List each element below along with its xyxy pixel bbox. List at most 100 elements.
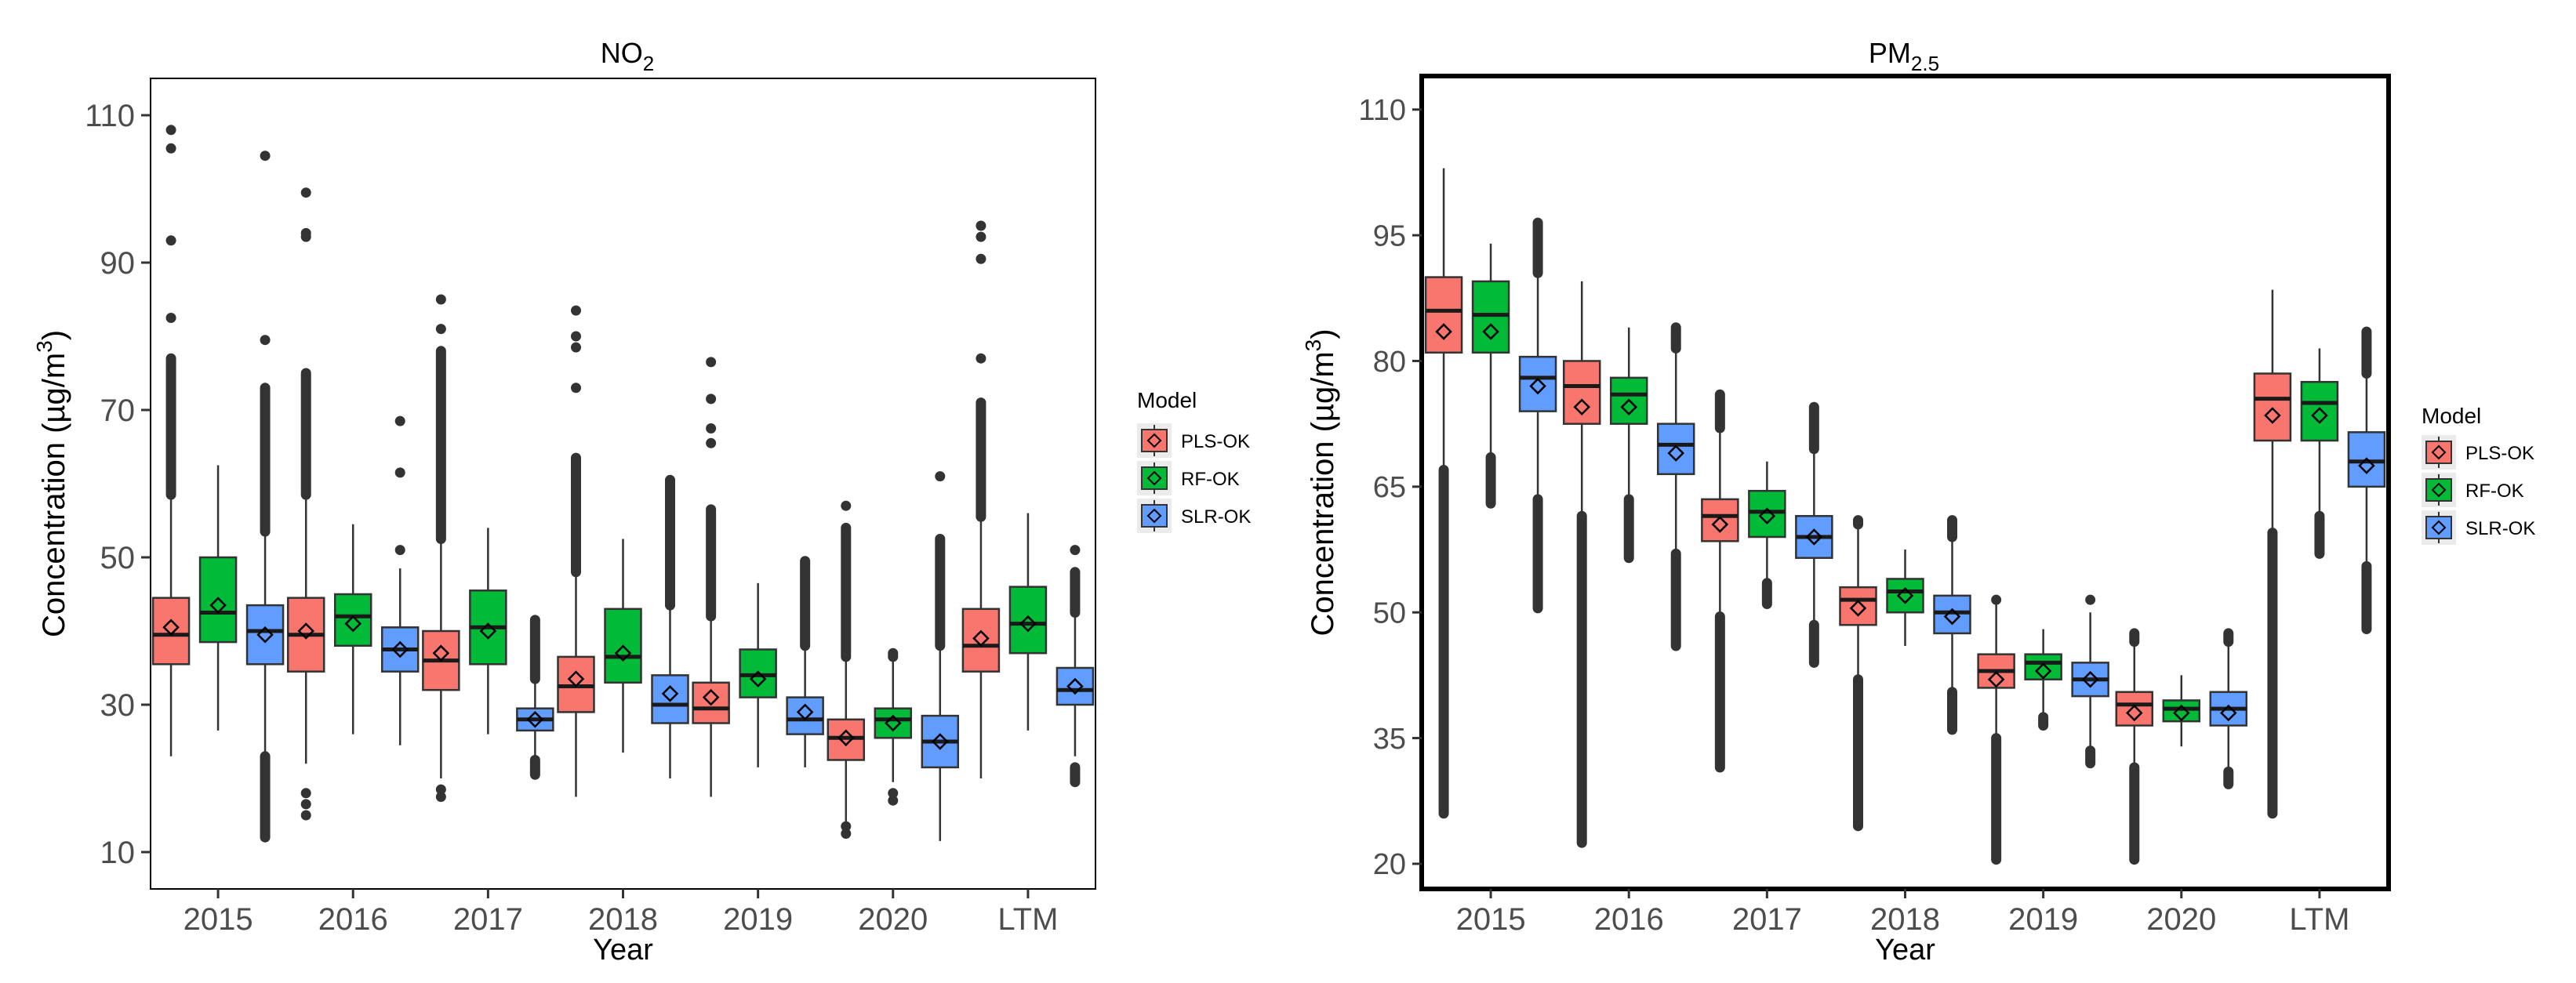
legend: Model PLS-OK RF-OK SLR-OK (1137, 388, 1251, 533)
legend-item-PLS-OK: PLS-OK (2422, 435, 2534, 470)
y-tick-label: 95 (1373, 219, 1406, 252)
legend-key-mean (2431, 482, 2447, 498)
outlier-point (2085, 594, 2096, 605)
legend-label: RF-OK (2465, 481, 2524, 502)
box-PLS-OK-LTM (2253, 289, 2292, 819)
mean-marker (2358, 457, 2375, 474)
outlier-point (435, 784, 446, 795)
legend-label: SLR-OK (2465, 518, 2535, 539)
box-iqr (1701, 498, 1739, 542)
outlier-point (888, 788, 899, 799)
legend-item-SLR-OK: SLR-OK (1137, 499, 1251, 533)
mean-marker (702, 688, 720, 706)
mean-marker (344, 615, 362, 633)
mean-marker (2034, 662, 2052, 680)
box-iqr (2024, 653, 2062, 680)
outlier-point (888, 795, 899, 806)
legend-key-box (2425, 441, 2452, 464)
y-tick-label: 10 (100, 836, 136, 870)
outlier-point (435, 324, 446, 335)
outlier-point (1991, 594, 2002, 605)
chart-title: NO2 (601, 37, 654, 75)
x-tick-label: 2017 (1732, 902, 1802, 937)
y-tick-label: 110 (85, 99, 135, 133)
outlier-point (300, 810, 311, 821)
outlier-point (165, 143, 176, 154)
mean-marker (1573, 398, 1590, 416)
outlier-point (165, 313, 176, 323)
outlier-point (300, 187, 311, 198)
outlier-point (706, 437, 717, 448)
legend-item-SLR-OK: SLR-OK (2422, 510, 2535, 545)
outlier-point (571, 331, 581, 342)
x-axis-title: Year (1875, 934, 1935, 967)
legend-key-mean (1146, 508, 1162, 524)
legend-key-mean (1146, 470, 1162, 486)
box-iqr (1008, 586, 1048, 655)
legend-label: PLS-OK (2465, 443, 2534, 464)
box-iqr (1748, 489, 1786, 539)
mean-marker (162, 618, 180, 637)
box-SLR-OK-LTM (2347, 326, 2386, 635)
box-PLS-OK-LTM (961, 220, 1001, 778)
mean-marker (1482, 323, 1499, 340)
x-tick-label: 2015 (183, 902, 253, 937)
outlier-point (1070, 545, 1081, 556)
legend-key-box (2425, 516, 2452, 539)
mean-marker (885, 714, 902, 732)
legend-key-mean (1146, 433, 1162, 448)
box-iqr (151, 597, 191, 666)
outlier-point (571, 383, 581, 394)
box-PLS-OK-2019 (1977, 594, 2015, 865)
mean-marker (2220, 704, 2237, 722)
x-tick-label: 2020 (858, 902, 928, 937)
box-SLR-OK-2016 (1656, 322, 1695, 651)
box-PLS-OK-2018 (1839, 515, 1877, 832)
outlier-point (976, 353, 986, 364)
mean-marker (1805, 528, 1823, 546)
box-PLS-OK-2015 (1424, 168, 1463, 819)
box-SLR-OK-2020 (921, 471, 960, 841)
mean-marker (837, 729, 855, 747)
outlier-point (165, 125, 176, 136)
mean-marker (479, 622, 497, 640)
box-RF-OK-2020 (2162, 675, 2201, 747)
mean-marker (1987, 670, 2005, 688)
y-tick-label: 20 (1373, 848, 1406, 881)
outlier-point (300, 227, 311, 238)
legend-label: PLS-OK (1181, 431, 1250, 452)
box-iqr (333, 593, 372, 647)
box-iqr (1471, 280, 1510, 354)
box-SLR-OK-2020 (2209, 628, 2248, 789)
outlier-point (165, 235, 176, 246)
y-axis-title: Concentration (µg/m3) (1301, 328, 1340, 636)
box-iqr (2347, 431, 2386, 488)
box-RF-OK-2018 (1886, 550, 1924, 646)
box-PLS-OK-2015 (151, 125, 191, 756)
legend-title: Model (1137, 388, 1197, 412)
box-RF-OK-2017 (1748, 461, 1786, 610)
box-iqr (1839, 586, 1877, 626)
y-tick-label: 80 (1373, 346, 1406, 379)
mean-marker (1711, 516, 1729, 533)
mean-marker (2311, 407, 2328, 424)
mean-marker (2081, 670, 2099, 688)
box-iqr (651, 674, 689, 724)
mean-marker (567, 670, 585, 687)
mean-marker (1620, 398, 1637, 416)
x-tick-label: 2015 (1456, 902, 1526, 937)
box-SLR-OK-2016 (380, 415, 420, 745)
outlier-point (394, 545, 405, 556)
mean-marker (2264, 407, 2281, 424)
box-PLS-OK-2020 (827, 500, 866, 839)
chart-panel-1: 20 35 50 65 80 95 110 2015 2016 2017 2018 2019 2020 L… (1301, 37, 2535, 967)
box-RF-OK-2019 (739, 582, 777, 767)
box-RF-OK-2016 (333, 524, 372, 735)
box-SLR-OK-2019 (786, 556, 824, 767)
box-SLR-OK-2018 (1933, 515, 1971, 735)
box-iqr (961, 608, 1001, 673)
x-tick-label: LTM (997, 902, 1058, 937)
y-axis-title: Concentration (µg/m3) (32, 330, 71, 637)
mean-marker (1849, 600, 1867, 617)
mean-marker (796, 703, 814, 721)
